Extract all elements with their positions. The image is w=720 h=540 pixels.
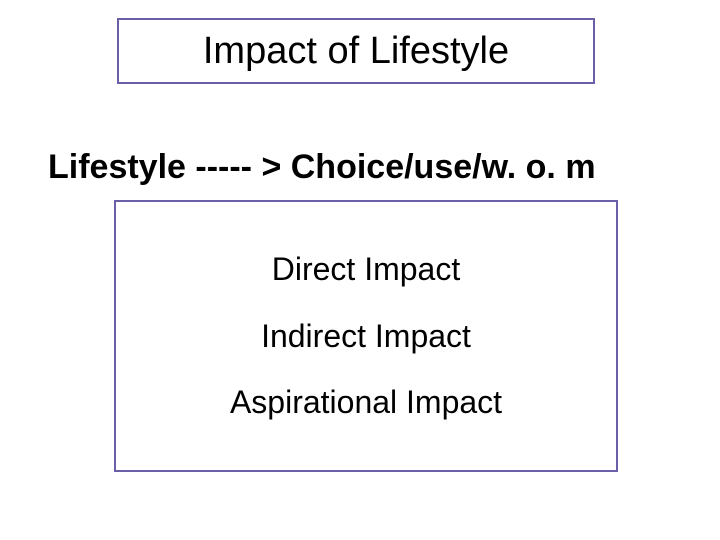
title-box: Impact of Lifestyle [117,18,595,84]
content-box: Direct Impact Indirect Impact Aspiration… [114,200,618,472]
subtitle-text: Lifestyle ----- > Choice/use/w. o. m [48,148,596,187]
content-item-indirect: Indirect Impact [261,318,471,355]
title-text: Impact of Lifestyle [203,30,509,73]
content-item-aspirational: Aspirational Impact [230,384,502,421]
content-item-direct: Direct Impact [272,251,460,288]
